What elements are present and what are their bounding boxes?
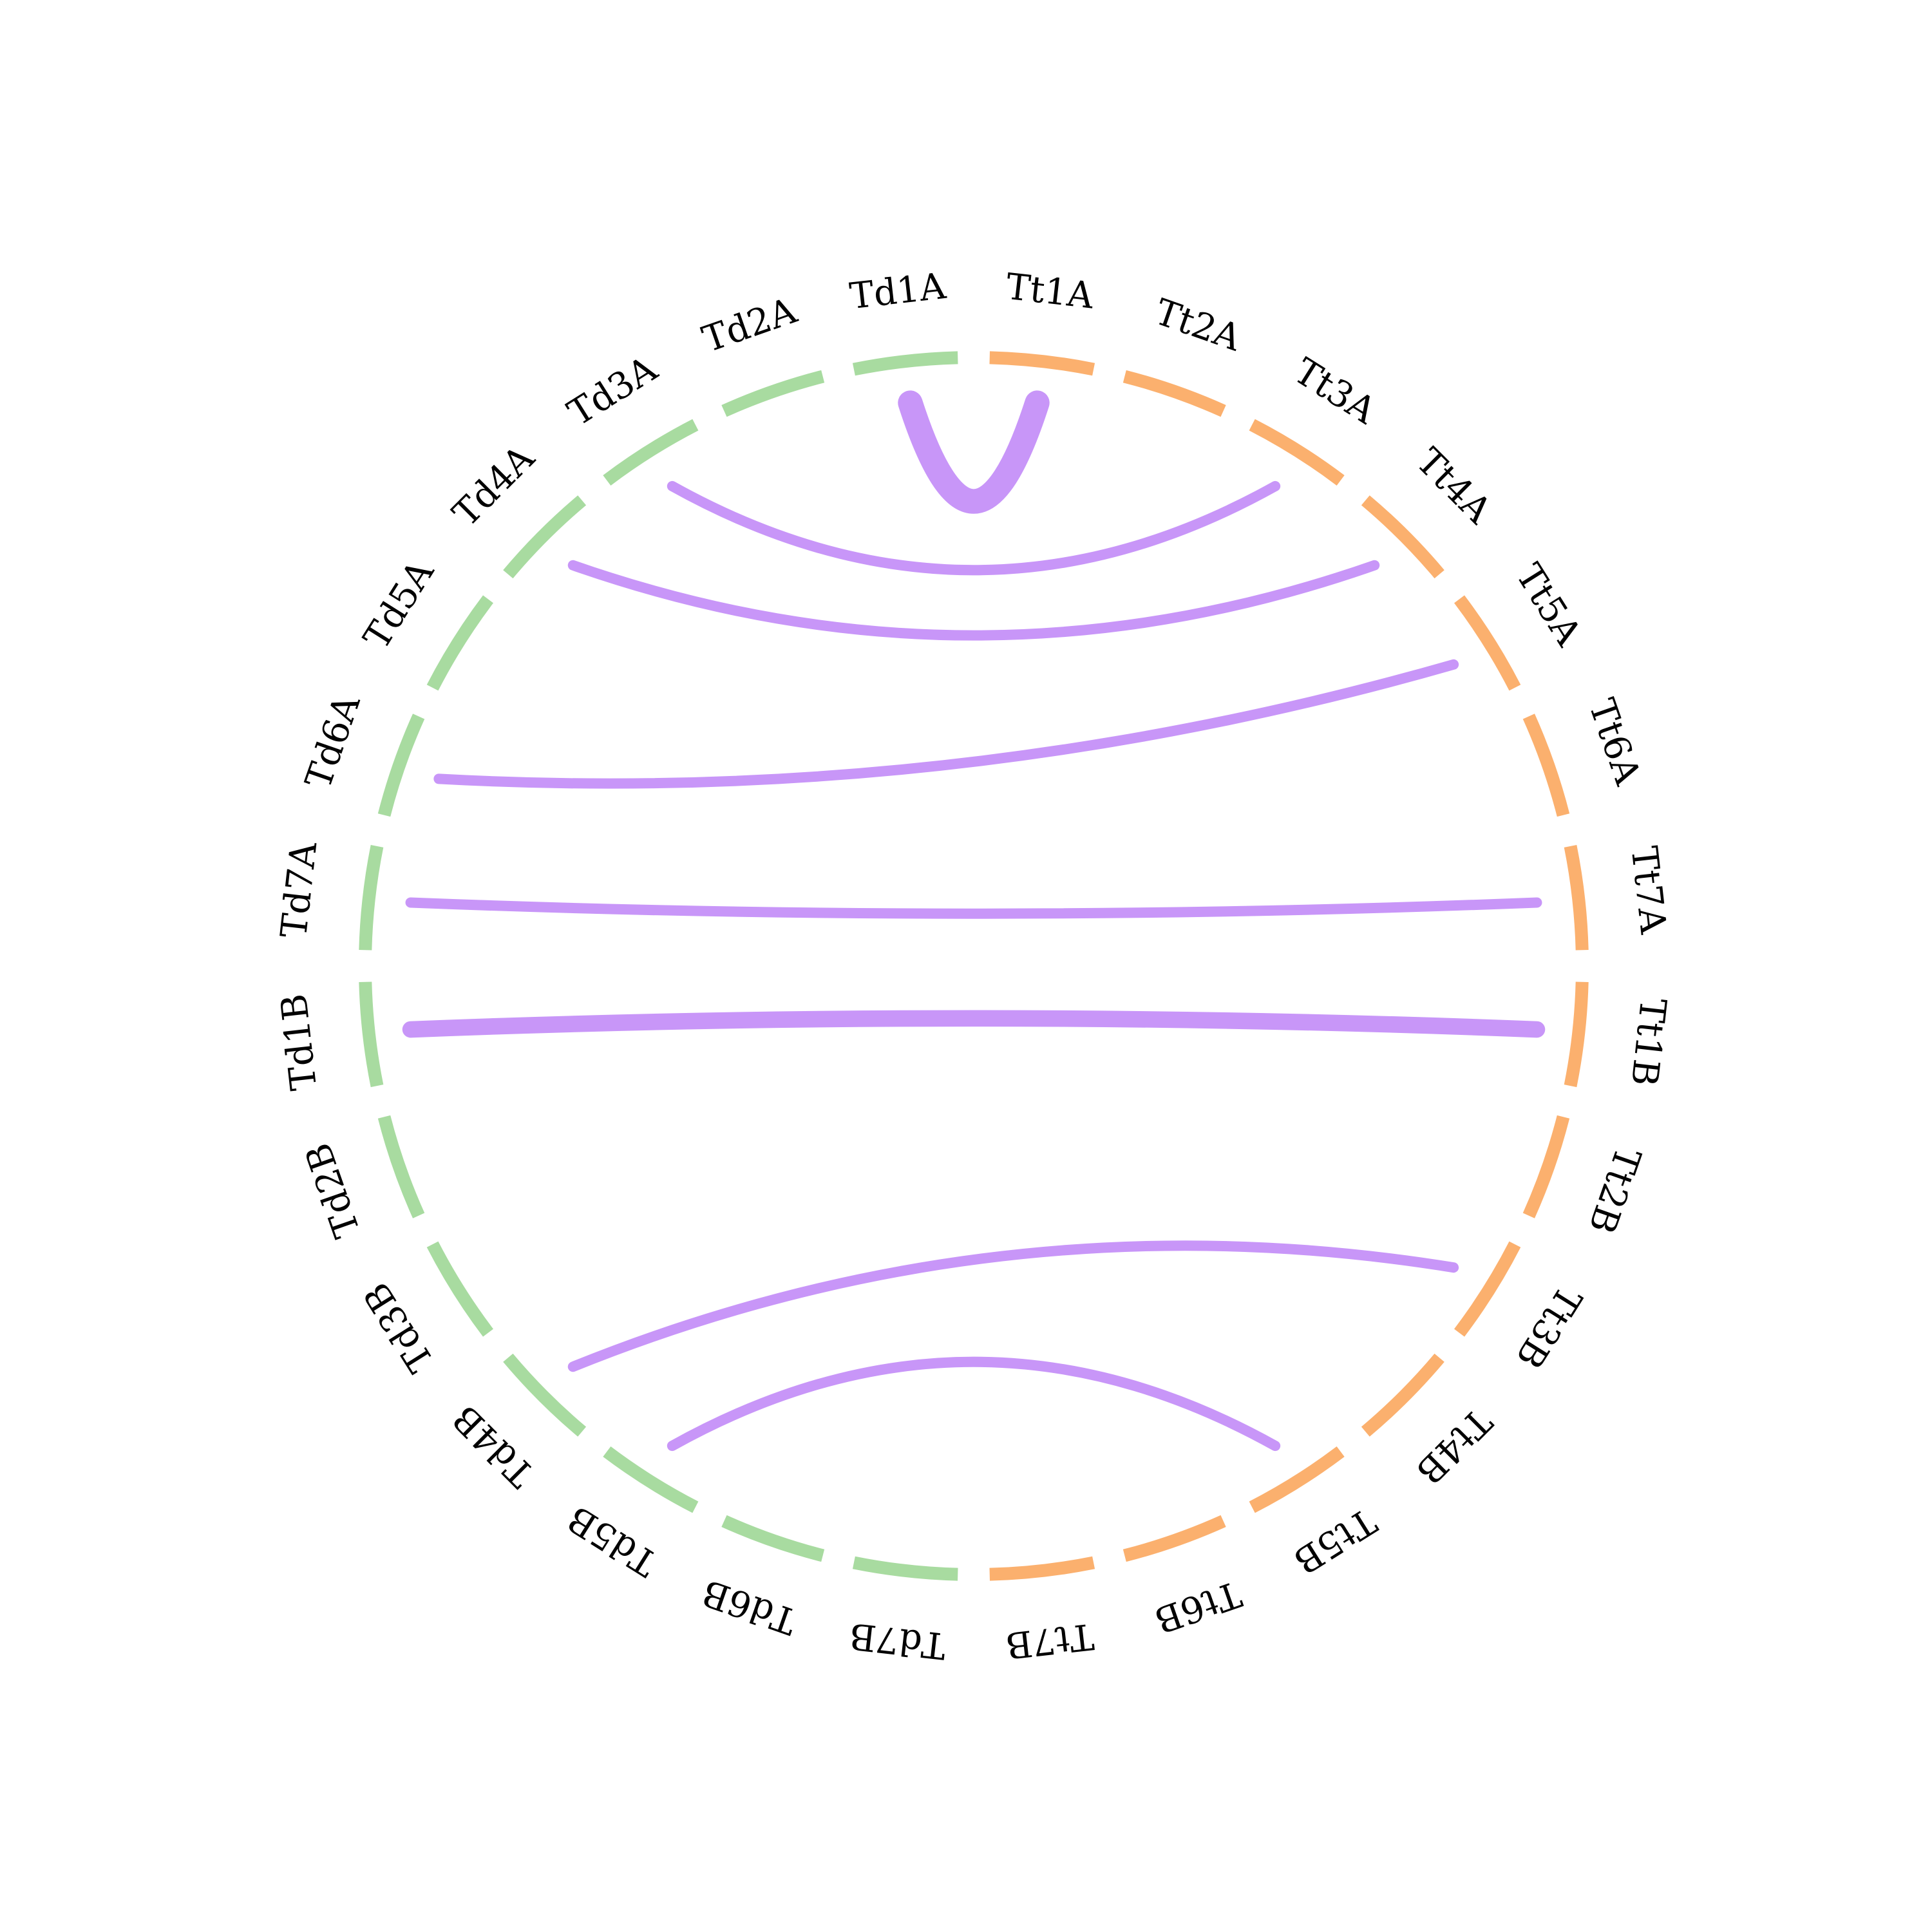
chromosome-segment-tt5a [1454, 595, 1521, 691]
chromosome-label-td1a: Td1A [848, 265, 948, 317]
chromosome-segment-tt1a [989, 351, 1095, 376]
chromosome-label-tt2a: Tt2A [1150, 291, 1246, 359]
chromosome-segment-td6b [721, 1515, 825, 1562]
synteny-links [402, 390, 1546, 1452]
chromosome-segment-tt6b [1122, 1515, 1226, 1562]
link-td3a-tt3a [667, 480, 1281, 576]
chromosome-label-td4b: Td4B [445, 1397, 543, 1495]
chromosome-segment-tt5b [1249, 1446, 1345, 1513]
chromosome-label-tt5b: Tt5B [1287, 1500, 1383, 1582]
link-td6a-tt5a [433, 659, 1459, 789]
chromosome-segment-td3b [426, 1241, 493, 1337]
chromosome-segment-td2b [377, 1115, 425, 1218]
chromosome-label-td5a: Td5A [355, 553, 442, 656]
link-td1b-tt1b [402, 1010, 1546, 1038]
chromosome-label-td6a: Td6A [298, 689, 369, 794]
chromosome-label-tt7b: Tt7B [1003, 1615, 1095, 1666]
link-td7a-tt7a [405, 897, 1542, 919]
chromosome-label-tt4a: Tt4A [1408, 440, 1499, 532]
chromosome-segment-td2a [721, 370, 825, 417]
chromosome-segment-td5b [603, 1446, 699, 1513]
chromosome-segment-td4a [503, 495, 587, 579]
chromosome-segment-tt3b [1454, 1241, 1521, 1337]
chromosome-label-td3b: Td3B [355, 1275, 442, 1379]
chromosome-segment-tt3a [1249, 419, 1345, 486]
link-td4a-tt4a [567, 560, 1380, 641]
chromosome-segment-tt6a [1522, 714, 1570, 817]
chromosome-segment-tt2b [1522, 1115, 1570, 1218]
link-td4b-tt3b [567, 1240, 1459, 1372]
chromosome-label-td3a: Td3A [561, 348, 665, 435]
chromosome-label-td7b: Td7B [848, 1615, 948, 1667]
chromosome-segment-tt1b [1564, 981, 1589, 1088]
chromosome-label-tt6a: Tt6A [1580, 694, 1649, 790]
chromosome-segment-tt7b [989, 1556, 1095, 1581]
chromosome-segment-tt4a [1361, 495, 1444, 579]
chromosome-segment-td1a [852, 351, 958, 376]
chromosome-label-tt1b: Tt1B [1622, 996, 1674, 1088]
chromosome-label-tt2b: Tt2B [1580, 1142, 1649, 1238]
chromosome-label-td5b: Td5B [560, 1497, 665, 1584]
link-td1a-tt1a [898, 390, 1050, 514]
chromosome-label-tt1a: Tt1A [1004, 266, 1096, 317]
chromosome-segment-td1b [359, 981, 384, 1088]
chromosome-segment-td6a [377, 714, 425, 817]
chromosome-label-tt3b: Tt3B [1508, 1279, 1590, 1376]
chromosome-label-td1b: Td1B [273, 992, 325, 1092]
chromosome-segment-td5a [426, 595, 493, 691]
chromosome-label-tt5a: Tt5A [1508, 556, 1590, 653]
chromosome-segment-tt4b [1361, 1353, 1444, 1437]
chromosome-segment-td3a [603, 419, 699, 486]
chromosome-label-tt7a: Tt7A [1622, 844, 1674, 936]
chromosome-label-td6b: Td6B [697, 1571, 802, 1642]
chromosome-label-td7a: Td7A [273, 840, 325, 940]
chromosome-label-td2b: Td2B [298, 1138, 369, 1243]
chromosome-label-tt6b: Tt6B [1150, 1573, 1246, 1641]
chromosome-segment-td4b [503, 1353, 587, 1437]
chromosome-label-tt3a: Tt3A [1287, 350, 1383, 433]
link-td5b-tt5b [667, 1356, 1281, 1452]
chromosome-segment-td7a [359, 844, 384, 951]
chromosome-segment-tt7a [1564, 844, 1589, 951]
chromosome-label-tt4b: Tt4B [1408, 1400, 1500, 1492]
chromosome-segment-td7b [852, 1556, 958, 1581]
chromosome-segments [359, 351, 1589, 1581]
chromosome-label-td4a: Td4A [445, 437, 543, 535]
chromosome-label-td2a: Td2A [697, 290, 802, 361]
chromosome-segment-tt2a [1122, 370, 1226, 417]
